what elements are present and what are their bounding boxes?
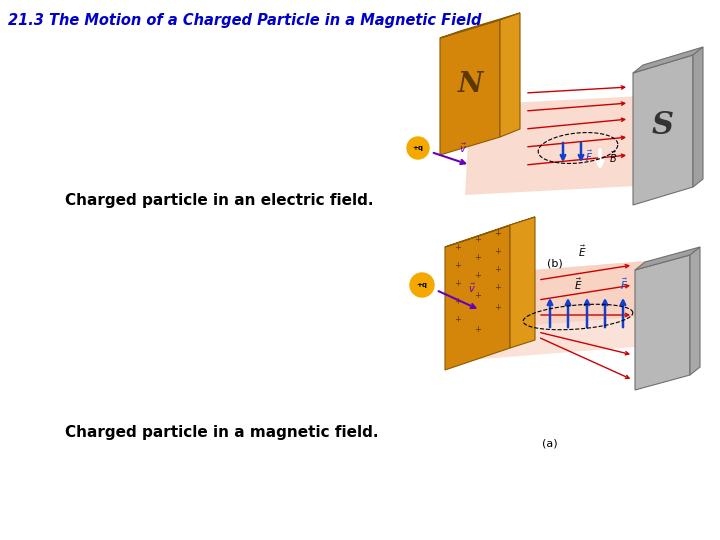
Polygon shape — [445, 217, 535, 247]
Text: (a): (a) — [542, 439, 558, 449]
Text: Charged particle in a magnetic field.: Charged particle in a magnetic field. — [65, 424, 379, 440]
Text: +: + — [495, 284, 501, 293]
Text: Charged particle in an electric field.: Charged particle in an electric field. — [65, 192, 374, 207]
Polygon shape — [445, 225, 510, 370]
Text: +: + — [454, 242, 462, 252]
Text: +: + — [454, 296, 462, 306]
Text: +: + — [495, 266, 501, 274]
Polygon shape — [635, 255, 690, 390]
Text: +: + — [495, 302, 501, 312]
Circle shape — [410, 273, 434, 297]
Text: $\vec{v}$: $\vec{v}$ — [459, 141, 467, 155]
Text: +: + — [474, 291, 482, 300]
Text: +: + — [474, 326, 482, 334]
Text: +: + — [454, 279, 462, 287]
Polygon shape — [470, 260, 660, 360]
Text: +: + — [474, 235, 482, 245]
Circle shape — [407, 137, 429, 159]
Polygon shape — [690, 247, 700, 375]
Text: $\vec{E}$: $\vec{E}$ — [577, 244, 586, 259]
Polygon shape — [693, 47, 703, 187]
Text: $\vec{F}$: $\vec{F}$ — [620, 276, 628, 292]
Text: +: + — [495, 247, 501, 256]
Text: +: + — [495, 228, 501, 238]
Text: S: S — [652, 110, 674, 140]
Polygon shape — [635, 247, 700, 270]
Text: N: N — [457, 71, 482, 98]
Polygon shape — [633, 55, 693, 205]
Text: +: + — [454, 260, 462, 269]
Polygon shape — [500, 13, 520, 137]
Text: $\vec{B}$: $\vec{B}$ — [609, 150, 617, 165]
Text: $\vec{E}$: $\vec{E}$ — [574, 276, 582, 292]
Text: 21.3 The Motion of a Charged Particle in a Magnetic Field: 21.3 The Motion of a Charged Particle in… — [8, 13, 482, 28]
Polygon shape — [465, 95, 660, 195]
Polygon shape — [510, 217, 535, 348]
Text: $\vec{F}$: $\vec{F}$ — [585, 148, 593, 164]
Text: +q: +q — [413, 145, 423, 151]
Polygon shape — [633, 47, 703, 73]
Text: +: + — [474, 253, 482, 262]
Polygon shape — [470, 260, 660, 330]
Text: (b): (b) — [547, 259, 563, 269]
Text: +: + — [474, 272, 482, 280]
Text: $\vec{v}$: $\vec{v}$ — [468, 282, 476, 295]
Text: +q: +q — [416, 282, 428, 288]
Polygon shape — [440, 20, 500, 155]
Polygon shape — [440, 13, 520, 38]
Text: +: + — [454, 314, 462, 323]
